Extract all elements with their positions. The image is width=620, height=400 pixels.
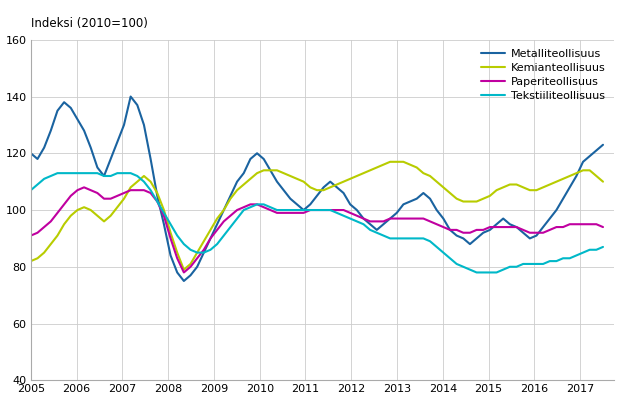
Line: Tekstiiliteollisuus: Tekstiiliteollisuus [31,173,603,272]
Metalliteollisuus [120,122,128,127]
Paperiteollisuus [600,225,607,230]
Metalliteollisuus [27,151,35,156]
Paperiteollisuus [506,225,513,230]
Paperiteollisuus [127,188,135,192]
Tekstiiliteollisuus [27,188,35,192]
Tekstiiliteollisuus [54,171,61,176]
Kemianteollisuus [273,168,281,173]
Line: Paperiteollisuus: Paperiteollisuus [31,187,603,272]
Kemianteollisuus [27,259,35,264]
Kemianteollisuus [154,191,161,196]
Tekstiiliteollisuus [200,250,208,255]
Kemianteollisuus [386,160,394,164]
Metalliteollisuus [600,142,607,147]
Tekstiiliteollisuus [160,210,167,215]
Metalliteollisuus [180,278,188,283]
Paperiteollisuus [206,236,214,241]
Metalliteollisuus [160,222,167,227]
Tekstiiliteollisuus [600,244,607,249]
Metalliteollisuus [206,236,214,241]
Line: Kemianteollisuus: Kemianteollisuus [31,162,603,270]
Tekstiiliteollisuus [473,270,480,275]
Tekstiiliteollisuus [506,264,513,269]
Tekstiiliteollisuus [320,208,327,212]
Paperiteollisuus [180,270,188,275]
Kemianteollisuus [200,239,208,244]
Paperiteollisuus [327,208,334,212]
Paperiteollisuus [81,185,88,190]
Metalliteollisuus [506,222,513,227]
Kemianteollisuus [320,188,327,192]
Paperiteollisuus [280,210,288,215]
Metalliteollisuus [127,94,135,99]
Text: Indeksi (2010=100): Indeksi (2010=100) [31,16,148,30]
Tekstiiliteollisuus [127,171,135,176]
Metalliteollisuus [327,179,334,184]
Kemianteollisuus [506,182,513,187]
Paperiteollisuus [160,213,167,218]
Line: Metalliteollisuus: Metalliteollisuus [31,96,603,281]
Kemianteollisuus [180,267,188,272]
Kemianteollisuus [120,196,128,201]
Tekstiiliteollisuus [273,208,281,212]
Metalliteollisuus [280,188,288,192]
Paperiteollisuus [27,233,35,238]
Legend: Metalliteollisuus, Kemianteollisuus, Paperiteollisuus, Tekstiiliteollisuus: Metalliteollisuus, Kemianteollisuus, Pap… [477,45,609,104]
Kemianteollisuus [600,179,607,184]
